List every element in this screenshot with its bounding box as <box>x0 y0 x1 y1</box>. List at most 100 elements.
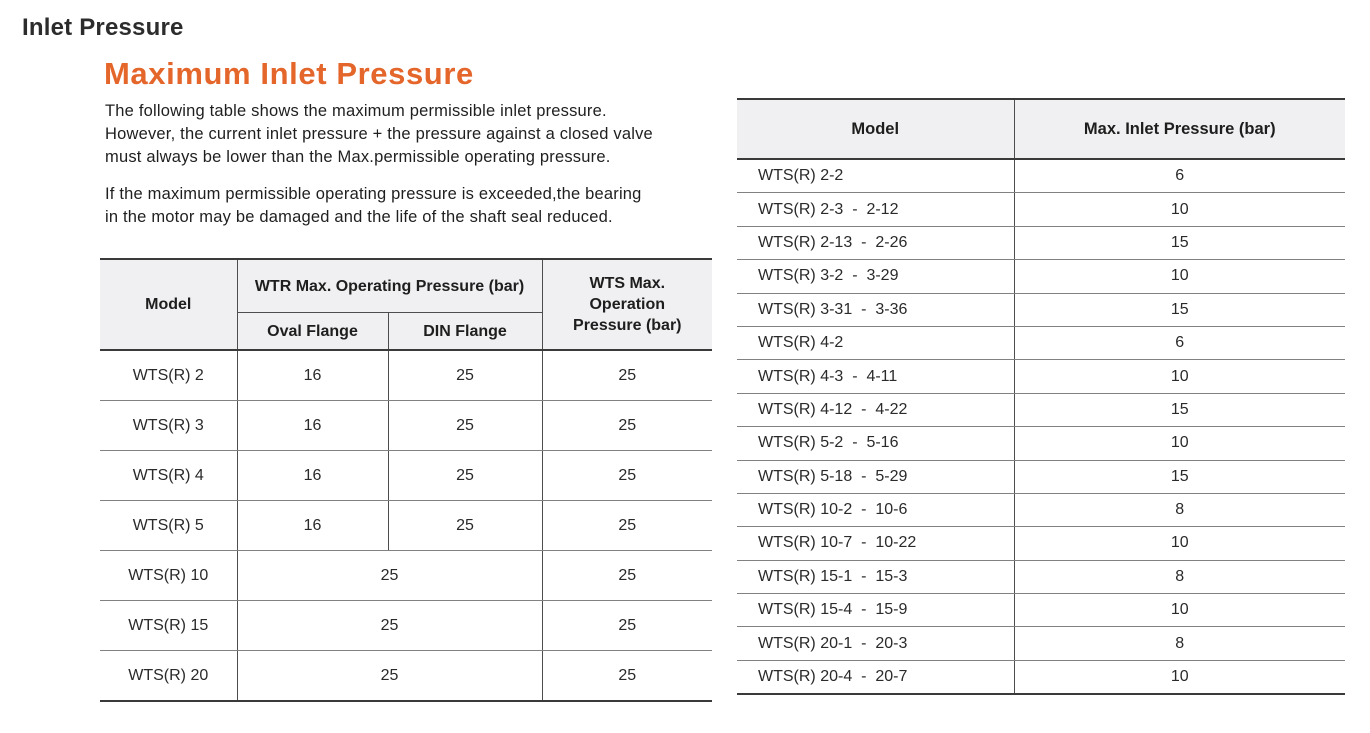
din-flange-header: DIN Flange <box>387 312 543 351</box>
din-flange-cell: 25 <box>387 500 543 551</box>
table-row: WTS(R) 10-2 - 10-6 8 <box>737 493 1345 528</box>
pressure-cell: 15 <box>1013 460 1345 494</box>
model-cell: WTS(R) 15-4 - 15-9 <box>737 593 1014 628</box>
pressure-cell: 10 <box>1013 426 1345 461</box>
pressure-cell: 10 <box>1013 259 1345 294</box>
oval-flange-cell: 16 <box>236 500 388 551</box>
model-column-header: Model <box>100 259 237 351</box>
inlet-pressure-table: Model Max. Inlet Pressure (bar) WTS(R) 2… <box>737 98 1345 696</box>
wts-pressure-cell: 25 <box>541 400 713 451</box>
wts-pressure-cell: 25 <box>541 550 713 601</box>
pressure-cell: 6 <box>1013 159 1345 194</box>
table-row: WTS(R) 20-4 - 20-7 10 <box>737 660 1345 696</box>
wts-pressure-cell: 25 <box>541 350 713 401</box>
din-flange-cell: 25 <box>387 400 543 451</box>
table-header-row: Model Max. Inlet Pressure (bar) <box>737 99 1345 160</box>
pressure-column-header: Max. Inlet Pressure (bar) <box>1013 99 1345 160</box>
table-row: WTS(R) 15-4 - 15-9 10 <box>737 593 1345 628</box>
page-title: Inlet Pressure <box>22 14 184 41</box>
table-row: WTS(R) 2-3 - 2-12 10 <box>737 192 1345 227</box>
model-cell: WTS(R) 20 <box>100 650 237 702</box>
table-row: WTS(R) 2-13 - 2-26 15 <box>737 226 1345 261</box>
model-cell: WTS(R) 4 <box>100 450 237 501</box>
table-row: WTS(R) 4-2 6 <box>737 326 1345 361</box>
table-row: WTS(R) 3-31 - 3-36 15 <box>737 293 1345 327</box>
model-cell: WTS(R) 2-13 - 2-26 <box>737 226 1014 261</box>
wts-column-header: WTS Max. Operation Pressure (bar) <box>541 259 713 351</box>
pressure-cell: 10 <box>1013 359 1345 394</box>
din-flange-cell: 25 <box>387 450 543 501</box>
oval-flange-cell: 16 <box>236 350 388 401</box>
wts-pressure-cell: 25 <box>541 500 713 551</box>
model-cell: WTS(R) 2-3 - 2-12 <box>737 192 1014 227</box>
model-cell: WTS(R) 5-2 - 5-16 <box>737 426 1014 461</box>
table-header-row: Model WTR Max. Operating Pressure (bar) … <box>100 259 713 351</box>
pressure-cell: 15 <box>1013 226 1345 261</box>
pressure-cell: 10 <box>1013 593 1345 628</box>
table-row: WTS(R) 2-2 6 <box>737 159 1345 194</box>
oval-flange-cell: 16 <box>236 400 388 451</box>
operating-pressure-table: Model WTR Max. Operating Pressure (bar) … <box>100 258 713 702</box>
model-cell: WTS(R) 3-31 - 3-36 <box>737 293 1014 327</box>
table-row: WTS(R) 10-7 - 10-22 10 <box>737 526 1345 561</box>
wts-pressure-cell: 25 <box>541 600 713 651</box>
pressure-cell: 15 <box>1013 293 1345 327</box>
pressure-cell: 8 <box>1013 560 1345 595</box>
model-cell: WTS(R) 4-3 - 4-11 <box>737 359 1014 394</box>
table-row: WTS(R) 5-2 - 5-16 10 <box>737 426 1345 461</box>
pressure-cell: 8 <box>1013 626 1345 661</box>
table-row: WTS(R) 4-3 - 4-11 10 <box>737 359 1345 394</box>
wtr-pressure-cell: 25 <box>236 550 543 601</box>
table-row: WTS(R) 15-1 - 15-3 8 <box>737 560 1345 595</box>
model-cell: WTS(R) 20-4 - 20-7 <box>737 660 1014 696</box>
table-row: WTS(R) 3-2 - 3-29 10 <box>737 259 1345 294</box>
section-title: Maximum Inlet Pressure <box>104 56 474 91</box>
model-cell: WTS(R) 3-2 - 3-29 <box>737 259 1014 294</box>
paragraph-line: in the motor may be damaged and the life… <box>105 208 613 226</box>
model-cell: WTS(R) 15-1 - 15-3 <box>737 560 1014 595</box>
table-row: WTS(R) 5 16 25 25 <box>100 500 713 551</box>
table-row: WTS(R) 15 25 25 <box>100 600 713 651</box>
oval-flange-cell: 16 <box>236 450 388 501</box>
pressure-cell: 8 <box>1013 493 1345 528</box>
wts-pressure-cell: 25 <box>541 450 713 501</box>
pressure-cell: 15 <box>1013 393 1345 428</box>
model-cell: WTS(R) 10 <box>100 550 237 601</box>
model-cell: WTS(R) 10-2 - 10-6 <box>737 493 1014 528</box>
intro-paragraph: The following table shows the maximum pe… <box>105 100 653 169</box>
model-cell: WTS(R) 20-1 - 20-3 <box>737 626 1014 661</box>
warning-paragraph: If the maximum permissible operating pre… <box>105 183 642 229</box>
model-cell: WTS(R) 5-18 - 5-29 <box>737 460 1014 494</box>
model-cell: WTS(R) 5 <box>100 500 237 551</box>
model-cell: WTS(R) 2-2 <box>737 159 1014 194</box>
wts-pressure-cell: 25 <box>541 650 713 702</box>
table-row: WTS(R) 5-18 - 5-29 15 <box>737 460 1345 494</box>
oval-flange-header: Oval Flange <box>236 312 388 351</box>
wtr-group-header: WTR Max. Operating Pressure (bar) <box>236 259 543 313</box>
table-row: WTS(R) 10 25 25 <box>100 550 713 601</box>
model-column-header: Model <box>737 99 1014 160</box>
paragraph-line: If the maximum permissible operating pre… <box>105 185 642 203</box>
wtr-pressure-cell: 25 <box>236 600 543 651</box>
table-row: WTS(R) 2 16 25 25 <box>100 350 713 401</box>
table-subheader-row: Oval Flange DIN Flange <box>100 312 712 351</box>
wtr-pressure-cell: 25 <box>236 650 543 702</box>
table-row: WTS(R) 4-12 - 4-22 15 <box>737 393 1345 428</box>
table-row: WTS(R) 3 16 25 25 <box>100 400 713 451</box>
table-row: WTS(R) 4 16 25 25 <box>100 450 713 501</box>
model-cell: WTS(R) 10-7 - 10-22 <box>737 526 1014 561</box>
pressure-cell: 6 <box>1013 326 1345 361</box>
table-row: WTS(R) 20-1 - 20-3 8 <box>737 626 1345 661</box>
pressure-cell: 10 <box>1013 526 1345 561</box>
model-cell: WTS(R) 4-2 <box>737 326 1014 361</box>
model-cell: WTS(R) 15 <box>100 600 237 651</box>
model-cell: WTS(R) 3 <box>100 400 237 451</box>
din-flange-cell: 25 <box>387 350 543 401</box>
model-cell: WTS(R) 2 <box>100 350 237 401</box>
paragraph-line: The following table shows the maximum pe… <box>105 102 607 120</box>
paragraph-line: However, the current inlet pressure + th… <box>105 125 653 143</box>
model-cell: WTS(R) 4-12 - 4-22 <box>737 393 1014 428</box>
table-row: WTS(R) 20 25 25 <box>100 650 713 702</box>
paragraph-line: must always be lower than the Max.permis… <box>105 148 611 166</box>
